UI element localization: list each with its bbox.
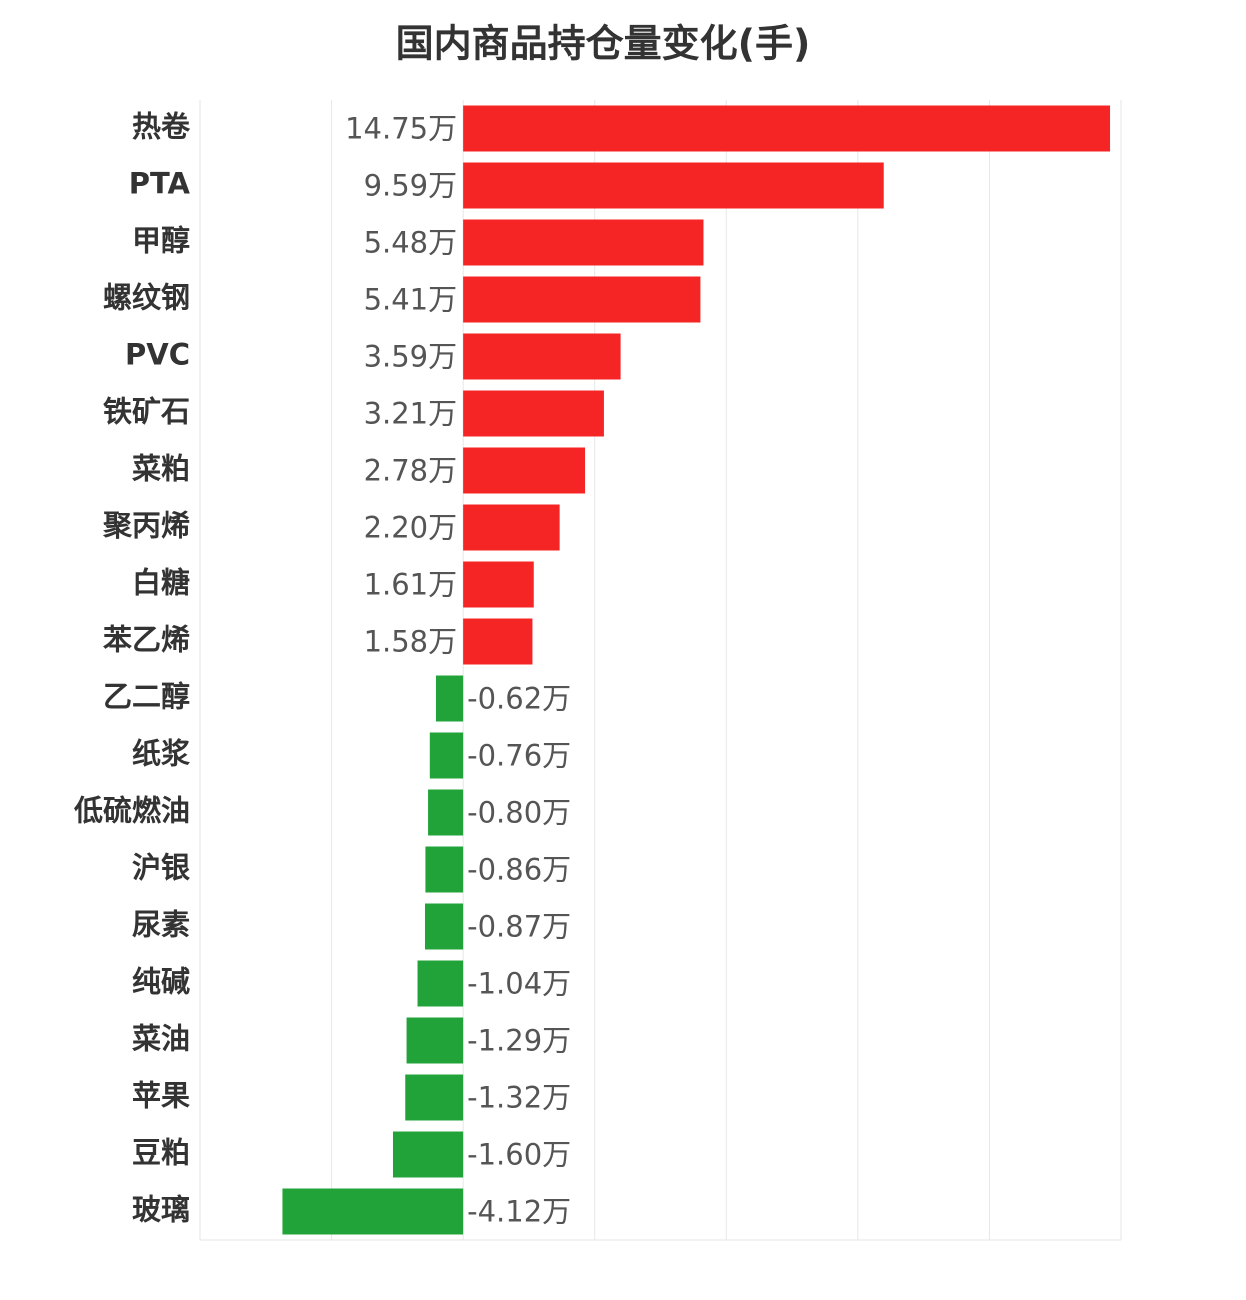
- bar: [463, 390, 604, 437]
- y-tick-label: 苹果: [132, 1079, 190, 1113]
- value-label: -0.87万: [467, 910, 571, 944]
- bar: [463, 618, 533, 665]
- y-tick-label: 低硫燃油: [73, 794, 190, 828]
- value-label: -1.32万: [467, 1081, 571, 1115]
- y-tick-label: 豆粕: [132, 1136, 190, 1170]
- bar: [425, 846, 464, 893]
- bar: [463, 162, 884, 209]
- y-tick-label: 菜油: [132, 1022, 190, 1056]
- value-label: -1.04万: [467, 967, 571, 1001]
- y-tick-label: 菜粕: [132, 452, 190, 486]
- y-tick-label: 聚丙烯: [102, 509, 190, 543]
- value-label: 5.41万: [364, 283, 458, 317]
- chart-title: 国内商品持仓量变化(手): [396, 22, 811, 66]
- bar: [424, 903, 464, 950]
- bar: [463, 219, 704, 266]
- y-tick-label: 铁矿石: [103, 395, 190, 429]
- bar: [463, 504, 560, 551]
- value-label: 3.21万: [364, 397, 458, 431]
- y-tick-label: 纸浆: [132, 737, 191, 771]
- y-tick-label: 尿素: [132, 908, 190, 942]
- bar: [463, 333, 621, 380]
- value-label: -0.62万: [467, 682, 571, 716]
- value-label: 9.59万: [364, 169, 458, 203]
- y-tick-label: 白糖: [132, 566, 190, 600]
- bar: [463, 105, 1111, 152]
- y-tick-label: 甲醇: [132, 224, 190, 258]
- value-label: 3.59万: [364, 340, 458, 374]
- bar: [463, 276, 701, 323]
- value-label: 5.48万: [364, 226, 458, 260]
- y-tick-label: 沪银: [132, 851, 190, 885]
- bar: [463, 561, 534, 608]
- bar: [417, 960, 464, 1007]
- value-label: -1.29万: [467, 1024, 571, 1058]
- y-tick-label: 热卷: [132, 110, 191, 144]
- value-label: 2.20万: [364, 511, 458, 545]
- y-tick-label: 苯乙烯: [103, 623, 190, 657]
- y-tick-label: PTA: [129, 167, 191, 201]
- value-label: -0.76万: [467, 739, 571, 773]
- bar: [282, 1188, 464, 1235]
- value-label: -0.80万: [467, 796, 571, 830]
- value-label: -1.60万: [467, 1138, 571, 1172]
- value-label: 1.58万: [364, 625, 458, 659]
- value-label: -4.12万: [467, 1195, 571, 1229]
- bar: [392, 1131, 464, 1178]
- y-tick-label: PVC: [125, 338, 190, 372]
- y-tick-label: 螺纹钢: [103, 281, 190, 315]
- bar: [405, 1074, 464, 1121]
- bar: [406, 1017, 464, 1064]
- y-tick-label: 纯碱: [132, 965, 190, 999]
- bar: [428, 789, 464, 836]
- y-tick-label: 乙二醇: [103, 680, 190, 714]
- value-label: 1.61万: [364, 568, 458, 602]
- value-label: -0.86万: [467, 853, 571, 887]
- bar: [429, 732, 464, 779]
- bar: [435, 675, 464, 722]
- value-label: 14.75万: [345, 112, 457, 146]
- y-tick-label: 玻璃: [132, 1193, 190, 1227]
- value-label: 2.78万: [364, 454, 458, 488]
- bar: [463, 447, 586, 494]
